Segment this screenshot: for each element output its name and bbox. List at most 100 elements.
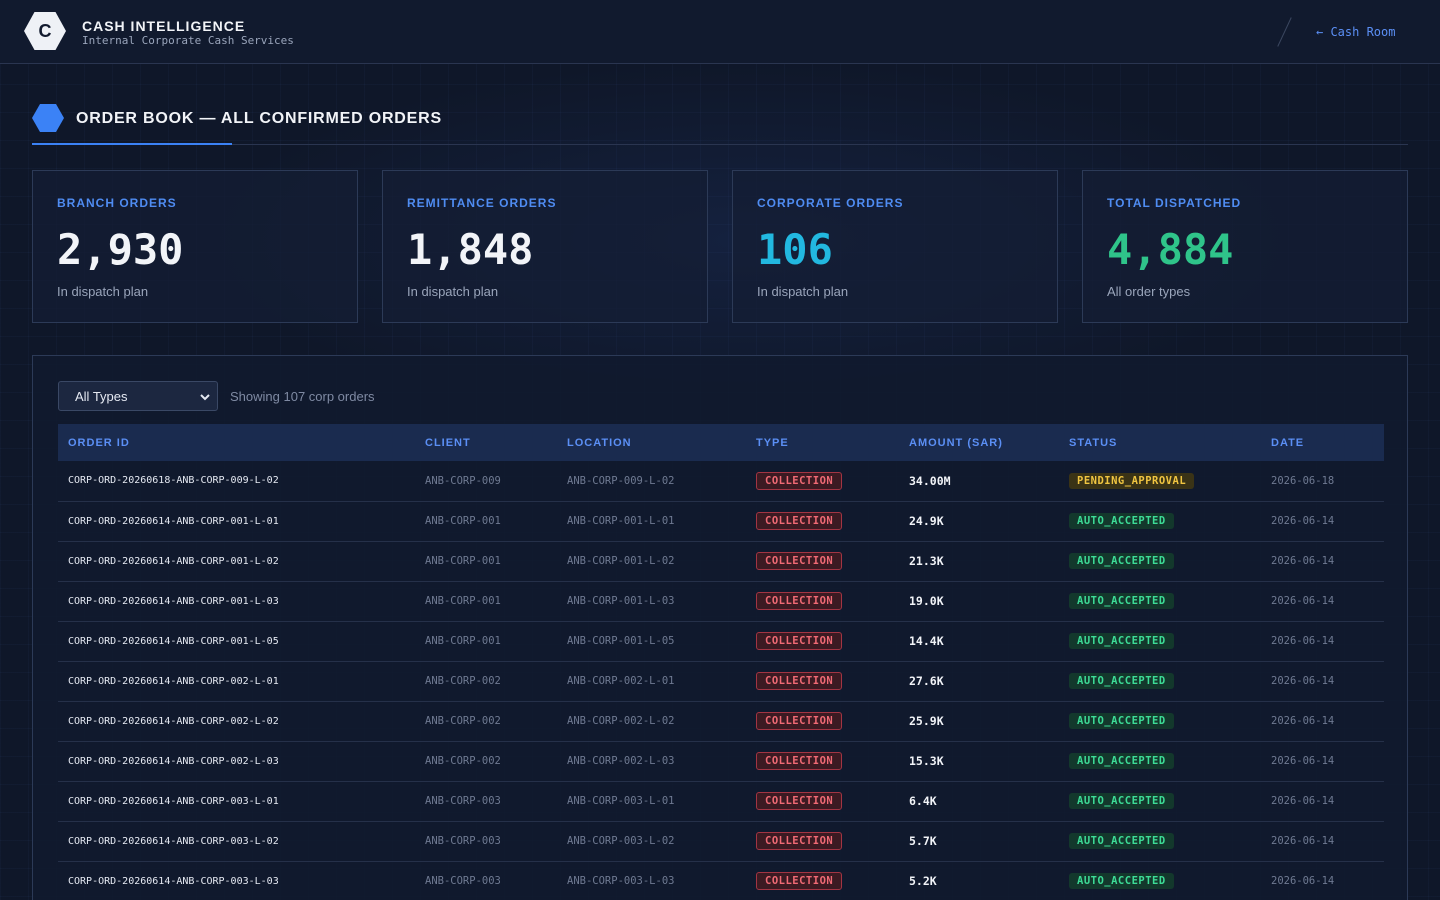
- amount-cell: 34.00M: [899, 461, 1059, 502]
- location-cell: ANB-CORP-001-L-03: [557, 581, 746, 622]
- client-cell: ANB-CORP-001: [415, 621, 557, 662]
- date-cell: 2026-06-14: [1261, 621, 1384, 662]
- column-header[interactable]: CLIENT: [425, 436, 471, 449]
- order-id-cell: CORP-ORD-20260614-ANB-CORP-001-L-03: [58, 581, 415, 622]
- type-cell: COLLECTION: [746, 541, 899, 582]
- back-to-cash-room-link[interactable]: ← Cash Room: [1316, 25, 1396, 39]
- location-cell: ANB-CORP-002-L-02: [557, 701, 746, 742]
- location-cell: ANB-CORP-002-L-01: [557, 661, 746, 702]
- table-row[interactable]: CORP-ORD-20260614-ANB-CORP-003-L-01 ANB-C…: [58, 781, 1384, 822]
- amount-cell: 14.4K: [899, 621, 1059, 662]
- type-badge: COLLECTION: [756, 592, 843, 610]
- table-row[interactable]: CORP-ORD-20260618-ANB-CORP-009-L-02 ANB-C…: [58, 461, 1384, 502]
- stat-card-branch-orders: BRANCH ORDERS 2,930 In dispatch plan: [32, 170, 358, 323]
- date-cell: 2026-06-14: [1261, 781, 1384, 822]
- location-cell: ANB-CORP-003-L-02: [557, 821, 746, 862]
- table-row[interactable]: CORP-ORD-20260614-ANB-CORP-001-L-05 ANB-C…: [58, 621, 1384, 662]
- column-header[interactable]: ORDER ID: [68, 436, 130, 449]
- app-subtitle: Internal Corporate Cash Services: [82, 34, 294, 47]
- date-cell: 2026-06-14: [1261, 701, 1384, 742]
- order-id-cell: CORP-ORD-20260618-ANB-CORP-009-L-02: [58, 461, 415, 502]
- results-count: Showing 107 corp orders: [230, 389, 375, 404]
- status-badge: AUTO_ACCEPTED: [1069, 873, 1174, 889]
- status-badge: AUTO_ACCEPTED: [1069, 793, 1174, 809]
- date-cell: 2026-06-14: [1261, 741, 1384, 782]
- client-cell: ANB-CORP-001: [415, 501, 557, 542]
- type-filter-select[interactable]: All Types: [58, 381, 218, 411]
- status-badge: PENDING_APPROVAL: [1069, 472, 1195, 489]
- table-row[interactable]: CORP-ORD-20260614-ANB-CORP-001-L-02 ANB-C…: [58, 541, 1384, 582]
- client-cell: ANB-CORP-001: [415, 541, 557, 582]
- date-cell: 2026-06-14: [1261, 501, 1384, 542]
- date-cell: 2026-06-18: [1261, 461, 1384, 502]
- section-divider-accent: [32, 143, 232, 145]
- top-bar: C CASH INTELLIGENCE Internal Corporate C…: [0, 0, 1440, 64]
- orders-panel: All Types Showing 107 corp orders ORDER …: [32, 355, 1408, 900]
- order-id-cell: CORP-ORD-20260614-ANB-CORP-003-L-01: [58, 781, 415, 822]
- stat-card-note: In dispatch plan: [757, 284, 849, 299]
- order-id-cell: CORP-ORD-20260614-ANB-CORP-003-L-02: [58, 821, 415, 862]
- date-cell: 2026-06-14: [1261, 821, 1384, 862]
- column-header[interactable]: STATUS: [1069, 436, 1118, 449]
- amount-cell: 21.3K: [899, 541, 1059, 582]
- status-cell: AUTO_ACCEPTED: [1059, 621, 1261, 662]
- status-cell: AUTO_ACCEPTED: [1059, 661, 1261, 702]
- stat-card-corporate-orders: CORPORATE ORDERS 106 In dispatch plan: [732, 170, 1058, 323]
- amount-cell: 5.2K: [899, 861, 1059, 900]
- section-divider: [32, 144, 1408, 145]
- status-badge: AUTO_ACCEPTED: [1069, 553, 1174, 569]
- date-cell: 2026-06-14: [1261, 581, 1384, 622]
- client-cell: ANB-CORP-002: [415, 741, 557, 782]
- table-row[interactable]: CORP-ORD-20260614-ANB-CORP-003-L-02 ANB-C…: [58, 821, 1384, 862]
- table-header: ORDER ID CLIENT LOCATION TYPE AMOUNT (SAR) ST…: [58, 424, 1384, 461]
- column-header[interactable]: TYPE: [756, 436, 789, 449]
- type-badge: COLLECTION: [756, 632, 843, 650]
- status-cell: AUTO_ACCEPTED: [1059, 861, 1261, 900]
- status-badge: AUTO_ACCEPTED: [1069, 833, 1174, 849]
- stat-card-note: In dispatch plan: [57, 284, 149, 299]
- amount-cell: 25.9K: [899, 701, 1059, 742]
- table-body: CORP-ORD-20260618-ANB-CORP-009-L-02 ANB-C…: [58, 461, 1384, 900]
- order-id-cell: CORP-ORD-20260614-ANB-CORP-002-L-02: [58, 701, 415, 742]
- stat-card-value: 106: [757, 225, 833, 274]
- location-cell: ANB-CORP-002-L-03: [557, 741, 746, 782]
- stat-card-note: In dispatch plan: [407, 284, 499, 299]
- status-cell: AUTO_ACCEPTED: [1059, 581, 1261, 622]
- table-row[interactable]: CORP-ORD-20260614-ANB-CORP-001-L-01 ANB-C…: [58, 501, 1384, 542]
- amount-cell: 5.7K: [899, 821, 1059, 862]
- date-cell: 2026-06-14: [1261, 661, 1384, 702]
- type-badge: COLLECTION: [756, 471, 843, 490]
- type-badge: COLLECTION: [756, 712, 843, 730]
- column-header[interactable]: DATE: [1271, 436, 1305, 449]
- location-cell: ANB-CORP-003-L-01: [557, 781, 746, 822]
- column-header[interactable]: AMOUNT (SAR): [909, 436, 1003, 449]
- client-cell: ANB-CORP-003: [415, 821, 557, 862]
- table-row[interactable]: CORP-ORD-20260614-ANB-CORP-002-L-03 ANB-C…: [58, 741, 1384, 782]
- type-badge: COLLECTION: [756, 552, 843, 570]
- client-cell: ANB-CORP-002: [415, 701, 557, 742]
- amount-cell: 24.9K: [899, 501, 1059, 542]
- logo-letter: C: [38, 20, 52, 41]
- stat-card-remittance-orders: REMITTANCE ORDERS 1,848 In dispatch plan: [382, 170, 708, 323]
- table-row[interactable]: CORP-ORD-20260614-ANB-CORP-002-L-01 ANB-C…: [58, 661, 1384, 702]
- status-badge: AUTO_ACCEPTED: [1069, 673, 1174, 689]
- stat-card-value: 2,930: [57, 225, 184, 274]
- type-cell: COLLECTION: [746, 781, 899, 822]
- table-row[interactable]: CORP-ORD-20260614-ANB-CORP-002-L-02 ANB-C…: [58, 701, 1384, 742]
- order-id-cell: CORP-ORD-20260614-ANB-CORP-001-L-02: [58, 541, 415, 582]
- amount-cell: 19.0K: [899, 581, 1059, 622]
- table-row[interactable]: CORP-ORD-20260614-ANB-CORP-003-L-03 ANB-C…: [58, 861, 1384, 900]
- chevron-down-icon: [199, 388, 211, 409]
- table-row[interactable]: CORP-ORD-20260614-ANB-CORP-001-L-03 ANB-C…: [58, 581, 1384, 622]
- client-cell: ANB-CORP-003: [415, 781, 557, 822]
- status-cell: PENDING_APPROVAL: [1059, 461, 1261, 502]
- order-id-cell: CORP-ORD-20260614-ANB-CORP-003-L-03: [58, 861, 415, 900]
- type-badge: COLLECTION: [756, 872, 843, 890]
- stat-card-label: CORPORATE ORDERS: [757, 196, 904, 210]
- client-cell: ANB-CORP-003: [415, 861, 557, 900]
- column-header[interactable]: LOCATION: [567, 436, 632, 449]
- type-badge: COLLECTION: [756, 792, 843, 810]
- type-cell: COLLECTION: [746, 621, 899, 662]
- status-badge: AUTO_ACCEPTED: [1069, 713, 1174, 729]
- stat-card-label: BRANCH ORDERS: [57, 196, 177, 210]
